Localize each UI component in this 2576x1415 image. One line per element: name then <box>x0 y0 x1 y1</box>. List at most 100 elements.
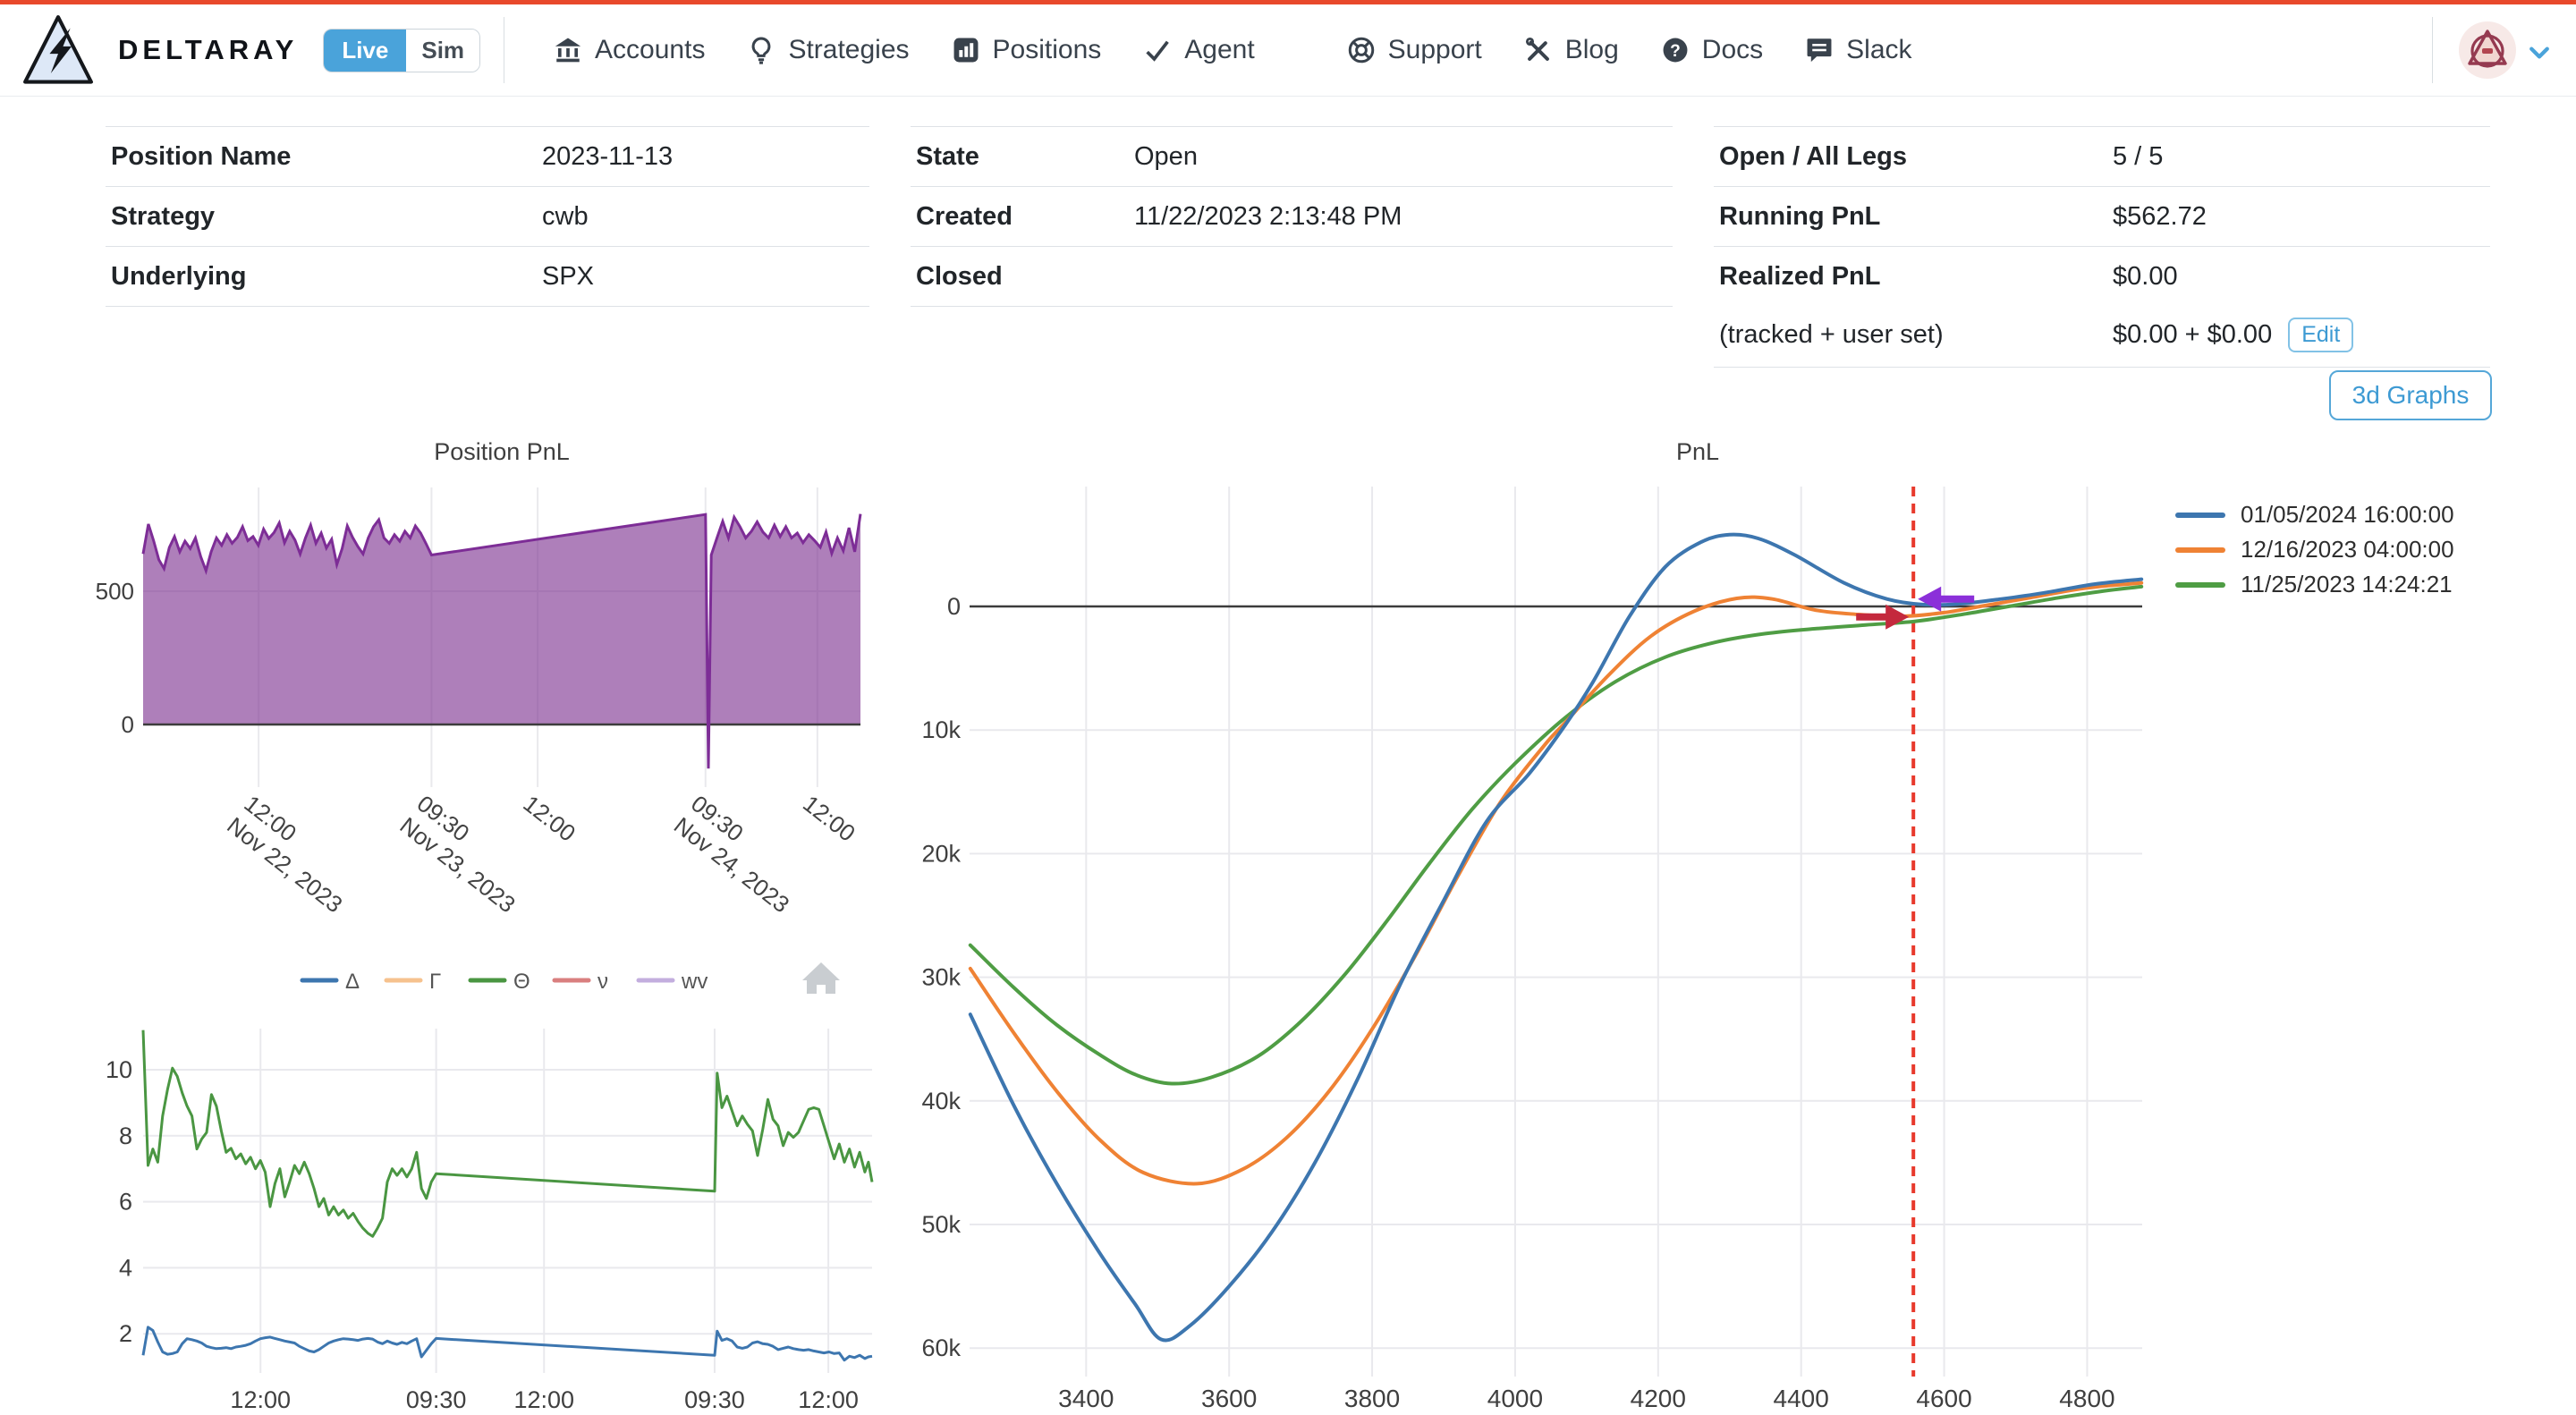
greek-legend-item-Θ[interactable]: Θ <box>468 970 530 994</box>
home-icon[interactable] <box>802 962 840 994</box>
svg-text:3800: 3800 <box>1344 1385 1400 1412</box>
svg-text:0: 0 <box>122 711 134 738</box>
brand-name[interactable]: DELTARAY <box>118 34 299 65</box>
table-row: Running PnL $562.72 <box>1714 187 2490 247</box>
x-tick-label: 12:00Nov 22, 2023 <box>222 790 364 918</box>
nav-label: Support <box>1387 35 1482 64</box>
row-value: $0.00 + $0.00 <box>2113 319 2273 349</box>
chevron-down-icon[interactable] <box>2526 39 2553 66</box>
greek-legend-item-wv[interactable]: wv <box>636 970 708 994</box>
svg-text:6: 6 <box>119 1189 132 1216</box>
svg-text:2: 2 <box>119 1320 132 1347</box>
nav-item-positions[interactable]: Positions <box>951 35 1101 65</box>
table-row: Underlying SPX <box>106 247 869 307</box>
row-value: $0.00 <box>2113 261 2178 291</box>
pnl-projection-chart[interactable]: PnL 0 −10k −20k −30k −40k −50k −60k 3400 3600 3800… <box>921 420 2191 1415</box>
row-label: (tracked + user set) <box>1719 319 1944 349</box>
table-row: Strategy cwb <box>106 187 869 247</box>
table-row: Position Name 2023-11-13 <box>106 127 869 187</box>
position-info-table: Position Name 2023-11-13 Strategy cwb Un… <box>106 126 869 307</box>
nav-label: Docs <box>1701 35 1764 64</box>
svg-text:4600: 4600 <box>1916 1385 1971 1412</box>
svg-text:12:00: 12:00 <box>230 1386 291 1413</box>
row-label: Closed <box>916 261 1003 291</box>
check-icon <box>1146 40 1170 62</box>
row-label: Running PnL <box>1719 201 1881 231</box>
x-tick-label: 09:30Nov 24, 2023 <box>669 790 811 918</box>
greek-legend-item-ν[interactable]: ν <box>552 970 608 994</box>
nav-item-docs[interactable]: ? Docs <box>1660 35 1763 65</box>
x-tick-label: 12:00 <box>798 790 860 847</box>
svg-text:09:30: 09:30 <box>684 1386 745 1413</box>
svg-text:09:30: 09:30 <box>406 1386 467 1413</box>
x-tick-label: 12:00 <box>518 790 580 847</box>
row-label: Created <box>916 201 1013 231</box>
legend-item-expiry-3[interactable]: 11/25/2023 14:24:21 <box>2175 567 2454 602</box>
legend-swatch-blue <box>2175 512 2225 518</box>
row-label: Open / All Legs <box>1719 141 1908 171</box>
left-arrow-annotation <box>1918 586 1975 612</box>
svg-text:4: 4 <box>119 1254 132 1281</box>
legend-label: 11/25/2023 14:24:21 <box>2241 571 2453 597</box>
row-value: 11/22/2023 2:13:48 PM <box>1134 201 1402 231</box>
row-label: Realized PnL <box>1719 261 1881 291</box>
svg-text:−60k: −60k <box>921 1335 961 1361</box>
avatar[interactable] <box>2458 21 2517 80</box>
nav-label: Slack <box>1846 35 1912 64</box>
svg-text:Γ: Γ <box>429 970 441 994</box>
nav-label: Blog <box>1564 35 1619 64</box>
table-row: Realized PnL $0.00 <box>1714 247 2490 306</box>
pnl-curve <box>968 580 2144 1186</box>
position-pnl-chart[interactable]: Position PnL 500 0 12:00Nov 22, 2023 09:30No… <box>89 420 894 948</box>
svg-text:4000: 4000 <box>1487 1385 1543 1412</box>
svg-text:Θ: Θ <box>513 970 530 994</box>
legend-item-expiry-2[interactable]: 12/16/2023 04:00:00 <box>2175 532 2454 567</box>
row-label: Position Name <box>111 141 292 171</box>
svg-text:8: 8 <box>119 1123 132 1149</box>
svg-text:Δ: Δ <box>345 970 360 994</box>
pnl-curve <box>968 584 2144 1086</box>
svg-text:3400: 3400 <box>1058 1385 1114 1412</box>
svg-text:wv: wv <box>681 970 708 994</box>
svg-text:12:00: 12:00 <box>798 1386 859 1413</box>
svg-text:PnL: PnL <box>1676 438 1719 465</box>
legend-swatch-orange <box>2175 547 2225 553</box>
deltaray-logo-icon[interactable] <box>21 13 95 88</box>
nav-item-slack[interactable]: Slack <box>1804 35 1912 65</box>
row-label: Underlying <box>111 261 247 291</box>
greek-legend-item-Δ[interactable]: Δ <box>300 970 360 994</box>
row-value: SPX <box>542 261 595 291</box>
edit-realized-pnl-button[interactable]: Edit <box>2288 317 2354 352</box>
svg-text:−40k: −40k <box>921 1088 961 1114</box>
tracked-user-set-row: (tracked + user set) $0.00 + $0.00 Edit <box>1714 306 2490 368</box>
svg-text:500: 500 <box>96 578 134 605</box>
nav-item-agent[interactable]: Agent <box>1142 35 1255 65</box>
row-label: State <box>916 141 979 171</box>
position-pnl-area <box>143 513 860 769</box>
row-value: $562.72 <box>2113 201 2207 231</box>
svg-text:Position PnL: Position PnL <box>434 438 570 465</box>
position-pnl-line <box>141 513 862 769</box>
live-toggle-button[interactable]: Live <box>324 29 407 72</box>
svg-text:0: 0 <box>947 593 961 620</box>
svg-text:?: ? <box>1670 42 1681 61</box>
greek-legend-item-Γ[interactable]: Γ <box>384 970 441 994</box>
greek-line-Θ <box>141 1029 874 1238</box>
pnl-info-table: Open / All Legs 5 / 5 Running PnL $562.7… <box>1714 126 2490 368</box>
svg-text:4800: 4800 <box>2059 1385 2114 1412</box>
nav-item-blog[interactable]: Blog <box>1523 35 1619 65</box>
nav-item-accounts[interactable]: Accounts <box>553 35 705 65</box>
3d-graphs-button[interactable]: 3d Graphs <box>2329 370 2492 420</box>
nav-item-strategies[interactable]: Strategies <box>746 35 910 65</box>
table-row: Created 11/22/2023 2:13:48 PM <box>911 187 1673 247</box>
nav-item-support[interactable]: Support <box>1346 35 1482 65</box>
sim-toggle-button[interactable]: Sim <box>406 29 480 72</box>
legend-swatch-green <box>2175 581 2225 588</box>
svg-text:ν: ν <box>597 970 608 994</box>
bank-icon <box>555 38 581 63</box>
lightbulb-icon <box>752 37 771 64</box>
state-info-table: State Open Created 11/22/2023 2:13:48 PM… <box>911 126 1673 307</box>
legend-item-expiry-1[interactable]: 01/05/2024 16:00:00 <box>2175 497 2454 532</box>
